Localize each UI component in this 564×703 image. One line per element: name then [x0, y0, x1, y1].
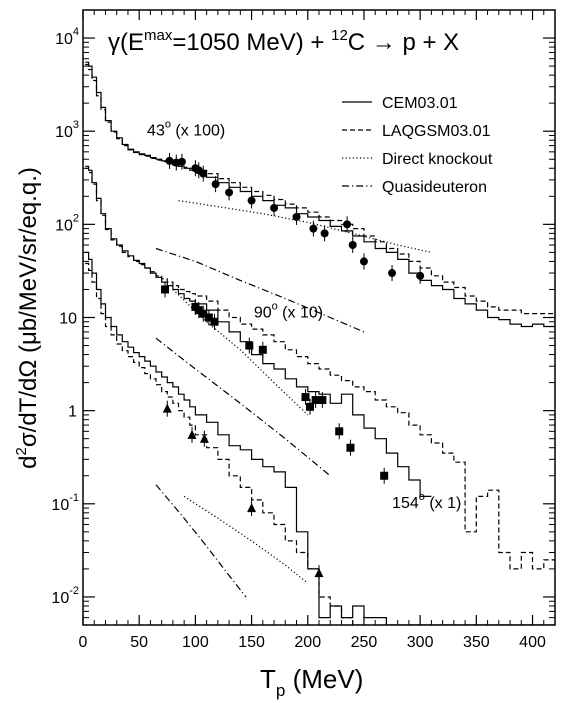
title-emax: max — [144, 27, 173, 44]
data-point-90 — [204, 313, 213, 322]
series-43-dashed — [85, 63, 555, 319]
data-point-43 — [225, 188, 234, 197]
title-mid: =1050 MeV) + — [172, 29, 331, 56]
data-point-43 — [165, 156, 174, 165]
x-tick-label: 400 — [519, 634, 546, 651]
x-tick-label: 50 — [130, 634, 148, 651]
angle-label-90: 90o (x 10) — [254, 301, 323, 322]
y-tick-label: 10-1 — [51, 492, 79, 514]
data-point-90 — [380, 471, 389, 480]
chart-title: γ(Emax=1050 MeV) + 12C → p + X — [108, 27, 459, 56]
data-point-90 — [346, 443, 355, 452]
data-point-43 — [247, 196, 256, 205]
series-154-dotted — [183, 495, 309, 584]
xlabel-t: T — [260, 664, 276, 694]
svg-text:γ(Emax=1050 MeV) + 12C → p + X: γ(Emax=1050 MeV) + 12C → p + X — [108, 27, 459, 56]
data-point-43 — [359, 257, 368, 266]
data-point-90 — [210, 317, 219, 326]
data-point-90 — [335, 427, 344, 436]
data-point-43 — [270, 203, 279, 212]
angle-label-154: 154o (x 1) — [392, 491, 461, 512]
series-90-dotted — [172, 289, 309, 416]
svg-text:Tp (MeV): Tp (MeV) — [260, 664, 363, 700]
legend-label: CEM03.01 — [382, 95, 458, 112]
legend-label: Quasideuteron — [382, 179, 487, 196]
data-point-90 — [306, 402, 315, 411]
series-lines — [85, 61, 555, 625]
data-point-154 — [187, 429, 197, 439]
legend-label: Direct knockout — [382, 151, 493, 168]
data-point-43 — [292, 212, 301, 221]
data-point-154 — [162, 403, 172, 413]
ylabel-rest: σ/dT/dΩ (μb/MeV/sr/eq.q.) — [15, 167, 42, 447]
xlabel-sub: p — [276, 681, 285, 700]
x-tick-label: 100 — [182, 634, 209, 651]
series-154-dashed — [85, 262, 364, 625]
x-tick-label: 0 — [79, 634, 88, 651]
y-tick-label: 104 — [55, 26, 79, 48]
data-point-43 — [348, 241, 357, 250]
title-rest: C → p + X — [348, 29, 459, 56]
data-point-90 — [245, 341, 254, 350]
data-point-43 — [343, 220, 352, 229]
data-point-154 — [199, 433, 209, 443]
y-axis-label: d2σ/dT/dΩ (μb/MeV/sr/eq.q.) — [13, 167, 42, 469]
x-tick-label: 300 — [407, 634, 434, 651]
data-point-90 — [311, 396, 320, 405]
series-90-dashed — [85, 167, 555, 570]
series-43-dashdot — [155, 247, 365, 333]
data-point-43 — [309, 224, 318, 233]
y-tick-label: 102 — [55, 212, 79, 234]
data-point-43 — [199, 169, 208, 178]
data-points — [161, 152, 425, 582]
ylabel-d: d — [15, 455, 42, 468]
angle-label-43: 43o (x 100) — [147, 118, 225, 139]
y-tick-label: 10-2 — [51, 585, 79, 607]
y-tick-label: 103 — [55, 119, 79, 141]
x-axis-label: Tp (MeV) — [260, 664, 363, 700]
data-point-90 — [199, 309, 208, 318]
data-point-43 — [388, 269, 397, 278]
data-point-90 — [194, 306, 203, 315]
series-90-solid — [85, 165, 432, 497]
data-point-90 — [161, 285, 170, 294]
series-90-dashdot — [155, 337, 331, 477]
series-43-dotted — [178, 200, 432, 253]
x-tick-label: 350 — [463, 634, 490, 651]
title-mass-number: 12 — [331, 27, 348, 44]
series-43-solid — [85, 61, 555, 328]
legend-label: LAQGSM03.01 — [382, 123, 491, 140]
x-tick-label: 250 — [351, 634, 378, 651]
data-point-43 — [320, 229, 329, 238]
angle-annotations: 43o (x 100) 90o (x 10) 154o (x 1) — [147, 118, 461, 512]
x-tick-label: 150 — [238, 634, 265, 651]
legend: CEM03.01 LAQGSM03.01 Direct knockout Quasid… — [342, 95, 493, 196]
data-point-154 — [247, 503, 257, 513]
ylabel-sup: 2 — [13, 447, 30, 455]
data-point-90 — [318, 396, 327, 405]
y-tick-label: 1 — [68, 404, 77, 421]
svg-text:d2σ/dT/dΩ (μb/MeV/sr/eq.q.): d2σ/dT/dΩ (μb/MeV/sr/eq.q.) — [13, 167, 42, 469]
title-gamma: γ(E — [108, 29, 144, 56]
data-point-43 — [416, 271, 425, 280]
data-point-43 — [211, 180, 220, 189]
data-point-154 — [314, 568, 324, 578]
data-point-43 — [177, 157, 186, 166]
series-154-dashdot — [155, 484, 247, 598]
x-tick-label: 200 — [294, 634, 321, 651]
xlabel-rest: (MeV) — [285, 664, 363, 694]
data-point-90 — [258, 345, 267, 354]
y-tick-label: 10 — [59, 311, 77, 328]
axes: 0 50 100 150 200 250 300 350 400 10-2 10-1 1 10 102 10… — [51, 9, 555, 651]
data-point-90 — [301, 393, 310, 402]
series-154-solid — [85, 251, 555, 625]
